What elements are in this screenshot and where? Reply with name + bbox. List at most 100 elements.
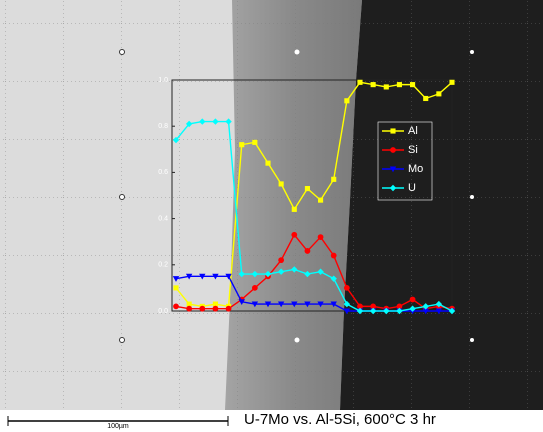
legend-label: U (408, 182, 416, 194)
reference-dots (119, 49, 474, 343)
y-tick-label: 0.4 (158, 215, 168, 222)
legend-box (377, 121, 433, 201)
legend-marker (390, 147, 396, 153)
data-point (343, 285, 350, 291)
data-point (185, 120, 193, 128)
data-point (278, 181, 284, 187)
data-point (331, 176, 337, 182)
data-point (212, 273, 219, 280)
data-point (186, 305, 193, 312)
data-point (265, 160, 271, 166)
data-point (172, 276, 180, 282)
data-point (344, 98, 350, 104)
data-point (343, 300, 351, 308)
data-point (370, 82, 376, 88)
data-point (448, 307, 456, 315)
data-point (239, 142, 245, 148)
data-point (238, 299, 245, 305)
data-point (383, 84, 389, 90)
data-point (318, 197, 324, 203)
y-tick-label: 1.0 (158, 77, 168, 84)
data-point (173, 303, 179, 310)
data-point (383, 307, 390, 315)
data-point (357, 79, 363, 85)
data-point (185, 273, 193, 280)
data-point (422, 303, 429, 310)
data-point (264, 270, 272, 278)
data-point (278, 257, 285, 264)
caption: U-7Mo vs. Al-5Si, 600°C 3 hr (244, 411, 436, 428)
legend-marker (389, 184, 397, 192)
data-point (172, 136, 180, 144)
data-point (343, 308, 351, 315)
data-point (435, 308, 443, 315)
data-point (304, 248, 311, 254)
data-point (173, 285, 179, 291)
series-line (175, 233, 453, 310)
y-tick-label: 0.8 (158, 123, 168, 130)
data-point (369, 307, 377, 315)
legend-marker (389, 166, 397, 173)
data-point (291, 301, 298, 308)
data-point (264, 301, 272, 308)
data-point (330, 275, 337, 282)
data-point (410, 82, 416, 88)
data-point (317, 301, 324, 308)
data-point (317, 234, 324, 240)
series-line (175, 120, 453, 312)
data-point (291, 206, 297, 212)
data-point (436, 91, 442, 97)
data-point (422, 308, 429, 315)
data-point (225, 273, 232, 280)
data-point (212, 118, 219, 125)
data-point (277, 301, 285, 308)
y-tick-label: 0.0 (158, 308, 168, 315)
data-point (330, 301, 337, 308)
data-point (212, 301, 218, 307)
legend-marker (390, 128, 396, 134)
data-point (356, 307, 364, 315)
data-point (199, 273, 206, 280)
data-point (252, 139, 258, 145)
data-point (186, 301, 192, 307)
data-point (199, 118, 206, 125)
data-point (396, 307, 403, 315)
data-point (251, 270, 259, 278)
data-point (277, 268, 285, 275)
data-point (212, 305, 219, 312)
series-line (175, 275, 452, 312)
data-point (199, 305, 206, 312)
data-point (291, 266, 298, 273)
data-point (251, 285, 258, 291)
y-tick-label: 0.2 (158, 262, 168, 269)
data-point (409, 305, 416, 312)
data-point (251, 301, 259, 308)
data-point (370, 303, 377, 310)
data-point (435, 300, 443, 308)
data-point (225, 305, 232, 312)
scale-label: 100µm (107, 423, 129, 430)
data-point (238, 270, 245, 278)
legend-label: Al (408, 125, 418, 137)
data-point (396, 303, 403, 310)
caption-strip (0, 410, 543, 432)
data-point (409, 296, 416, 303)
data-point (449, 79, 455, 85)
data-point (291, 231, 298, 238)
plot-frame (171, 79, 453, 312)
data-point (317, 268, 324, 275)
y-tick-label: 0.6 (158, 169, 168, 176)
series-line (175, 81, 453, 308)
data-point (396, 82, 402, 88)
legend-label: Mo (408, 163, 423, 175)
data-point (330, 252, 337, 259)
data-point (423, 95, 429, 102)
grid-overlay (0, 0, 543, 410)
data-point (357, 303, 363, 310)
data-point (304, 270, 311, 278)
data-point (225, 118, 232, 125)
legend-label: Si (408, 144, 418, 156)
data-point (304, 186, 310, 192)
data-point (304, 301, 311, 308)
